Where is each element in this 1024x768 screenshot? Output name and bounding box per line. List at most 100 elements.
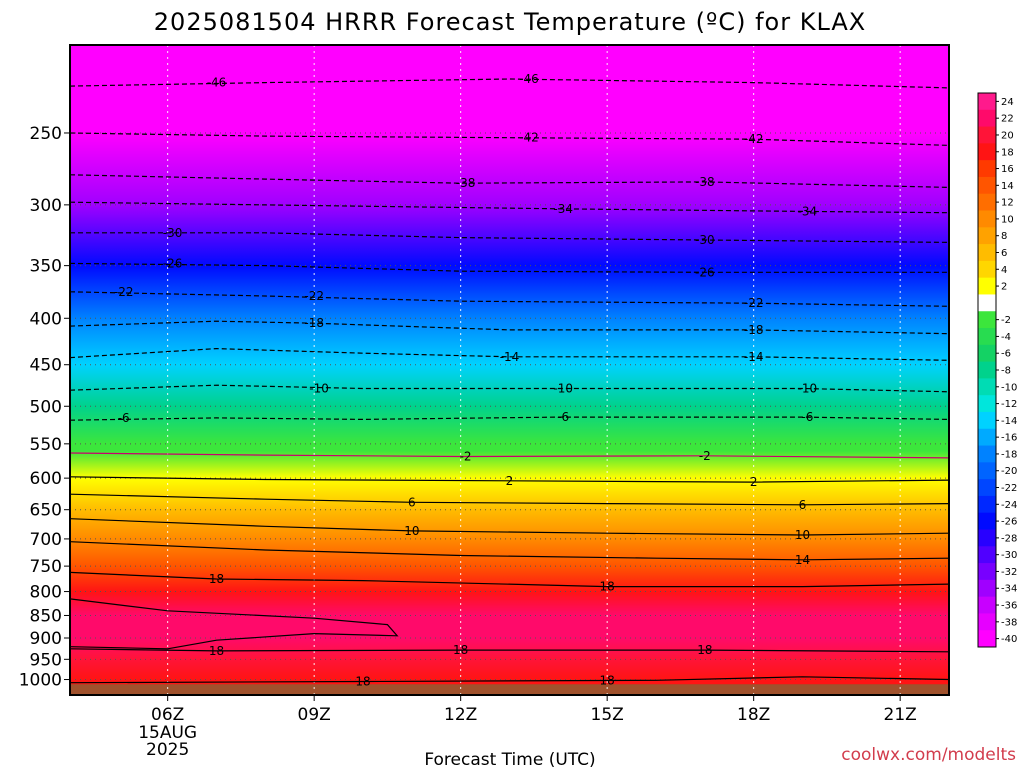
colorbar-swatch xyxy=(978,512,996,530)
contour-label: 6 xyxy=(408,495,416,509)
colorbar-label: -24 xyxy=(1001,500,1017,511)
contour-line xyxy=(70,291,949,307)
colorbar-swatch xyxy=(978,109,996,128)
colorbar-swatch xyxy=(978,227,996,245)
colorbar-label: -8 xyxy=(1001,366,1011,377)
colorbar-label: 12 xyxy=(1001,198,1014,209)
x-tick-label: 21Z xyxy=(884,705,917,725)
y-tick-label: 600 xyxy=(30,469,62,489)
x-tick-sublabel: 15AUG xyxy=(138,723,197,743)
colorbar-swatch xyxy=(978,445,996,463)
contour-label: 18 xyxy=(453,643,468,657)
colorbar-swatch xyxy=(978,630,996,648)
chart-title: 2025081504 HRRR Forecast Temperature (ºC… xyxy=(154,8,866,36)
y-tick-label: 250 xyxy=(30,124,62,144)
contour-label: 18 xyxy=(697,643,712,657)
contour-label: -34 xyxy=(553,202,573,216)
contour-line xyxy=(70,571,949,588)
colorbar-swatch xyxy=(978,596,996,614)
contour-line xyxy=(70,384,949,393)
x-tick-label: 06Z xyxy=(151,705,184,725)
contour-line xyxy=(70,201,949,214)
colorbar-swatch xyxy=(978,126,996,144)
colorbar-swatch xyxy=(978,244,996,262)
colorbar-label: 4 xyxy=(1001,265,1007,276)
colorbar-swatch xyxy=(978,93,996,111)
contour-label: -18 xyxy=(304,316,324,330)
contour-line xyxy=(70,452,949,459)
colorbar-label: -30 xyxy=(1001,550,1017,561)
contour-line xyxy=(70,174,949,188)
colorbar-label: -14 xyxy=(1001,416,1017,427)
contour-label: -14 xyxy=(500,350,520,364)
colorbar-swatch xyxy=(978,361,996,379)
contour-label: 18 xyxy=(209,644,224,658)
contour-line xyxy=(70,262,949,273)
x-tick-label: 18Z xyxy=(737,705,770,725)
contour-label: -38 xyxy=(456,176,476,190)
colorbar-swatch xyxy=(978,260,996,279)
y-tick-label: 450 xyxy=(30,356,62,376)
colorbar-swatch xyxy=(978,428,996,447)
y-tick-label: 350 xyxy=(30,257,62,277)
y-tick-label: 750 xyxy=(30,557,62,577)
colorbar-swatch xyxy=(978,613,996,631)
colorbar-label: -10 xyxy=(1001,382,1017,393)
contour-label: -46 xyxy=(207,76,227,90)
colorbar-label: -34 xyxy=(1001,584,1017,595)
y-tick-label: 700 xyxy=(30,530,62,550)
contour-label: -2 xyxy=(699,449,711,463)
colorbar-swatch xyxy=(978,193,996,212)
contour-label: 2 xyxy=(506,474,514,488)
y-tick-label: 300 xyxy=(30,196,62,216)
y-tick-label: 850 xyxy=(30,606,62,626)
colorbar-label: -36 xyxy=(1001,601,1017,612)
colorbar-swatch xyxy=(978,462,996,480)
colorbar-label: -12 xyxy=(1001,399,1017,410)
colorbar-label: 24 xyxy=(1001,97,1014,108)
contour-line xyxy=(70,416,949,421)
contour-label: 6 xyxy=(799,498,807,512)
y-tick-label: 650 xyxy=(30,501,62,521)
colorbar-label: -40 xyxy=(1001,634,1017,645)
contour-label: 18 xyxy=(600,673,615,687)
contour-label: -42 xyxy=(744,132,764,146)
contour-label: 10 xyxy=(795,528,810,542)
contour-label: -10 xyxy=(553,382,573,396)
x-tick-label: 15Z xyxy=(591,705,624,725)
y-tick-label: 900 xyxy=(30,629,62,649)
y-tick-label: 500 xyxy=(30,397,62,417)
x-tick-sublabel: 2025 xyxy=(146,740,189,760)
colorbar-swatch xyxy=(978,529,996,547)
y-tick-label: 950 xyxy=(30,650,62,670)
x-tick-label: 09Z xyxy=(298,705,331,725)
x-tick-label: 12Z xyxy=(444,705,477,725)
contour-label: -30 xyxy=(695,233,715,247)
plot-frame xyxy=(69,44,950,696)
contour-label: -38 xyxy=(695,175,715,189)
y-tick-label: 800 xyxy=(30,583,62,603)
colorbar-swatch xyxy=(978,160,996,178)
contour-label: -42 xyxy=(519,131,539,145)
colorbar-label: 6 xyxy=(1001,248,1007,259)
contour-line xyxy=(70,493,949,506)
contour-label: 18 xyxy=(600,580,615,594)
contour-label: 18 xyxy=(355,675,370,689)
contour-label: -10 xyxy=(798,382,818,396)
contour-line xyxy=(70,232,949,243)
colorbar-swatch xyxy=(978,210,996,228)
contour-line xyxy=(70,132,949,146)
contour-line xyxy=(70,676,949,684)
colorbar-label: -2 xyxy=(1001,315,1011,326)
contour-line xyxy=(70,347,949,361)
colorbar-label: -18 xyxy=(1001,449,1017,460)
contour-label: -30 xyxy=(163,226,183,240)
contour-label: -26 xyxy=(163,256,183,270)
contour-label: 14 xyxy=(795,553,810,567)
contour-line xyxy=(70,518,949,536)
contour-label: -6 xyxy=(557,410,569,424)
y-tick-label: 550 xyxy=(30,435,62,455)
colorbar-swatch xyxy=(978,395,996,413)
